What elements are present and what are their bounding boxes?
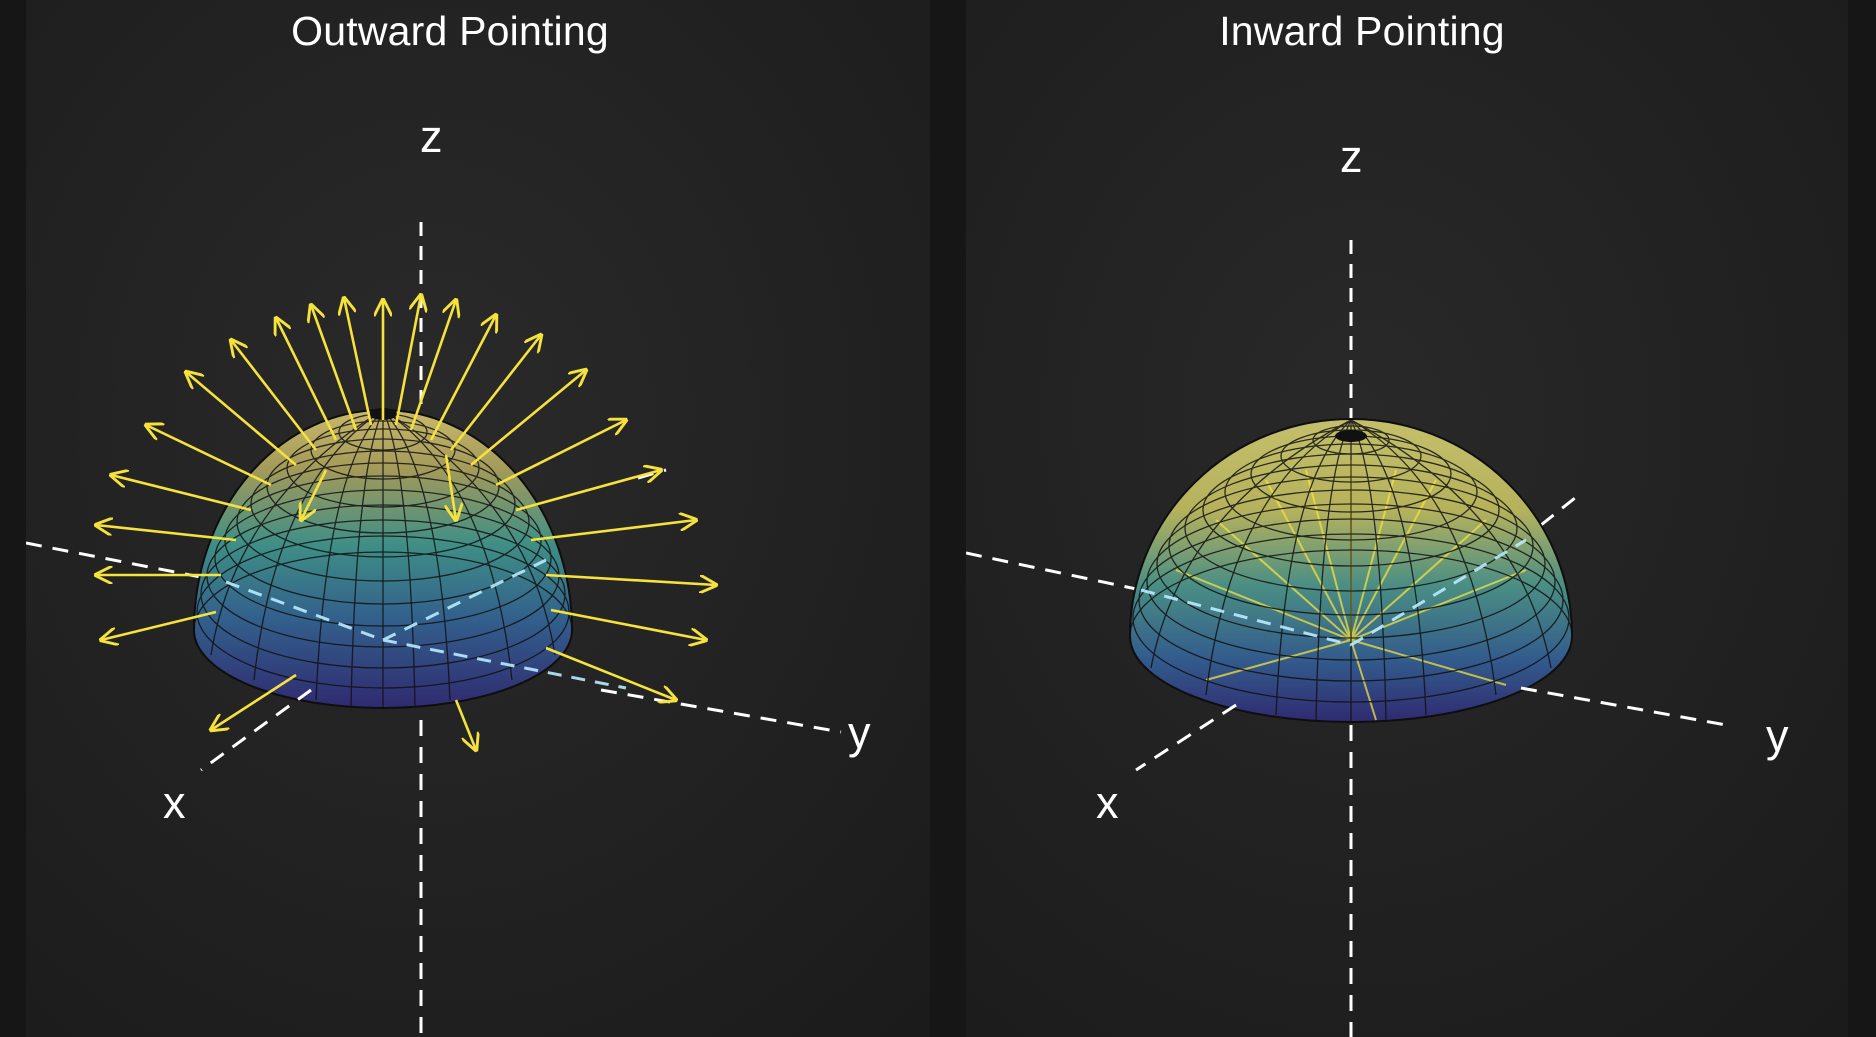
z-axis-label: z — [1340, 131, 1363, 182]
inward-scene — [966, 240, 1727, 1037]
outward-panel-title: Outward Pointing — [291, 8, 609, 54]
front-axes — [1135, 686, 1727, 1037]
center-divider — [930, 0, 966, 1037]
x-axis-label: x — [163, 777, 186, 828]
inner-dashed-axes — [225, 558, 627, 690]
inward-panel-title: Inward Pointing — [1219, 8, 1505, 54]
z-axis-label: z — [420, 111, 443, 162]
outward-scene — [26, 222, 842, 1037]
y-axis-label: y — [1766, 710, 1789, 761]
inward-pointing-panel: Inward Pointing z x y — [966, 0, 1848, 1037]
right-edge-strip — [1848, 0, 1876, 1037]
hemisphere-surface — [192, 408, 574, 709]
x-axis-label: x — [1096, 777, 1119, 828]
left-edge-strip — [0, 0, 26, 1037]
inner-dashed-axes — [1140, 538, 1527, 647]
normal-vector-arrows — [96, 295, 716, 750]
back-axes — [966, 492, 1581, 592]
outward-pointing-panel: Outward Pointing z x y — [26, 0, 930, 1037]
hemisphere-surface — [1128, 418, 1574, 723]
front-axes — [200, 688, 842, 1037]
y-axis-label: y — [848, 707, 871, 758]
